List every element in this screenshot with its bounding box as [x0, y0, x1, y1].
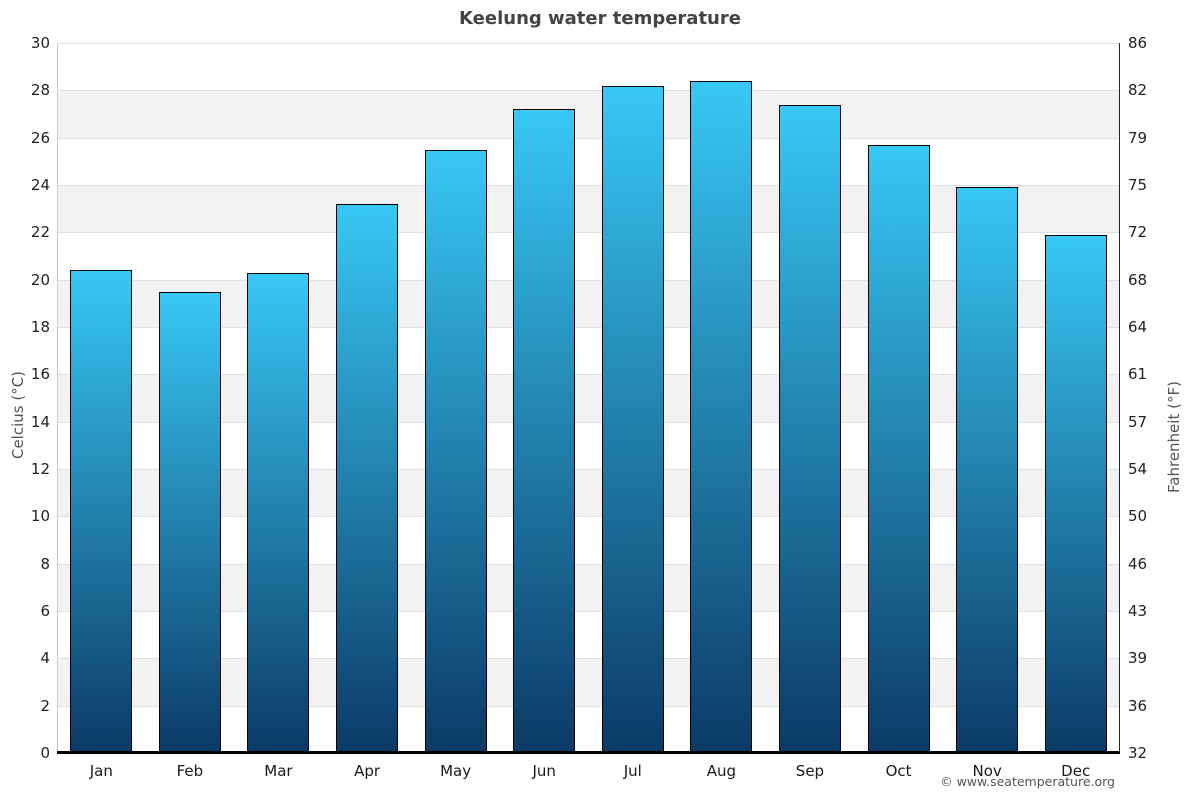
gridline	[57, 516, 1120, 517]
bar-apr[interactable]	[336, 203, 399, 753]
gridline	[57, 327, 1120, 328]
x-tick-label-dec: Dec	[1061, 762, 1091, 780]
y-tick-celsius-28: 28	[30, 81, 50, 100]
gridline	[57, 469, 1120, 470]
copyright-text: © www.seatemperature.org	[940, 774, 1115, 789]
y-tick-celsius-6: 6	[40, 602, 50, 620]
y-tick-celsius-26: 26	[30, 128, 50, 147]
gridline	[57, 232, 1120, 233]
bar-nov[interactable]	[956, 187, 1019, 753]
gridline	[57, 374, 1120, 375]
y-tick-celsius-16: 16	[30, 365, 50, 384]
y-tick-fahrenheit-50: 50	[1128, 507, 1148, 526]
y-axis-line-right	[1119, 43, 1120, 753]
plot-area	[57, 43, 1120, 754]
bar-feb[interactable]	[158, 291, 221, 753]
x-tick-label-aug: Aug	[706, 762, 737, 780]
gridline	[57, 658, 1120, 659]
y-tick-celsius-8: 8	[40, 554, 50, 573]
y-tick-celsius-2: 2	[40, 696, 50, 715]
y-axis-line-left	[57, 43, 58, 753]
y-tick-fahrenheit-61: 61	[1128, 365, 1148, 384]
bar-jan[interactable]	[70, 270, 133, 753]
y-tick-celsius-24: 24	[30, 176, 50, 194]
x-axis-baseline	[57, 751, 1120, 754]
x-tick-label-oct: Oct	[885, 762, 912, 780]
gridline	[57, 706, 1120, 707]
gridline	[57, 185, 1120, 186]
plot-band	[57, 374, 1120, 422]
gridline	[57, 90, 1120, 91]
chart-title: Keelung water temperature	[459, 8, 741, 29]
y-tick-fahrenheit-79: 79	[1128, 128, 1148, 147]
y-tick-celsius-0: 0	[40, 744, 50, 762]
x-tick-label-nov: Nov	[972, 762, 1002, 780]
y-tick-celsius-10: 10	[30, 507, 50, 526]
y-tick-fahrenheit-36: 36	[1128, 696, 1148, 715]
y-tick-fahrenheit-82: 82	[1128, 81, 1148, 100]
bar-dec[interactable]	[1044, 234, 1107, 753]
plot-band	[57, 90, 1120, 138]
gridline	[57, 280, 1120, 281]
x-tick-label-jan: Jan	[89, 762, 113, 780]
gridline	[57, 138, 1120, 139]
y-tick-celsius-18: 18	[30, 318, 50, 336]
y-tick-celsius-30: 30	[30, 34, 50, 52]
y-tick-celsius-4: 4	[40, 649, 50, 668]
y-tick-fahrenheit-68: 68	[1128, 270, 1148, 289]
gridline	[57, 422, 1120, 423]
plot-band	[57, 185, 1120, 233]
y-tick-fahrenheit-86: 86	[1128, 34, 1148, 52]
gridline	[57, 564, 1120, 565]
y-tick-celsius-22: 22	[30, 223, 50, 242]
x-tick-label-feb: Feb	[176, 762, 204, 780]
bar-oct[interactable]	[867, 144, 930, 753]
y-tick-fahrenheit-75: 75	[1128, 176, 1148, 194]
x-tick-label-mar: Mar	[264, 762, 293, 780]
y-tick-celsius-12: 12	[30, 460, 50, 478]
y-tick-fahrenheit-32: 32	[1128, 744, 1148, 762]
y-tick-fahrenheit-43: 43	[1128, 602, 1148, 620]
bar-jun[interactable]	[513, 109, 576, 753]
y-tick-fahrenheit-64: 64	[1128, 318, 1148, 336]
y-tick-fahrenheit-54: 54	[1128, 460, 1148, 478]
y-tick-fahrenheit-72: 72	[1128, 223, 1148, 242]
bar-sep[interactable]	[778, 104, 841, 753]
x-tick-label-apr: Apr	[354, 762, 381, 780]
gridline	[57, 611, 1120, 612]
plot-band	[57, 279, 1120, 327]
y-tick-fahrenheit-39: 39	[1128, 649, 1148, 668]
y-tick-fahrenheit-57: 57	[1128, 412, 1148, 431]
x-tick-label-jun: Jun	[532, 762, 556, 780]
bar-may[interactable]	[424, 149, 487, 753]
y-tick-celsius-14: 14	[30, 412, 50, 431]
plot-band	[57, 658, 1120, 706]
bar-jul[interactable]	[601, 85, 664, 753]
y-tick-celsius-20: 20	[30, 270, 50, 289]
x-tick-label-jul: Jul	[623, 762, 642, 780]
bar-mar[interactable]	[247, 272, 310, 753]
y-tick-fahrenheit-46: 46	[1128, 554, 1148, 573]
plot-band	[57, 563, 1120, 611]
bar-aug[interactable]	[690, 80, 753, 753]
plot-band	[57, 469, 1120, 517]
x-tick-label-sep: Sep	[795, 762, 825, 780]
gridline	[57, 43, 1120, 44]
x-tick-label-may: May	[440, 762, 472, 780]
